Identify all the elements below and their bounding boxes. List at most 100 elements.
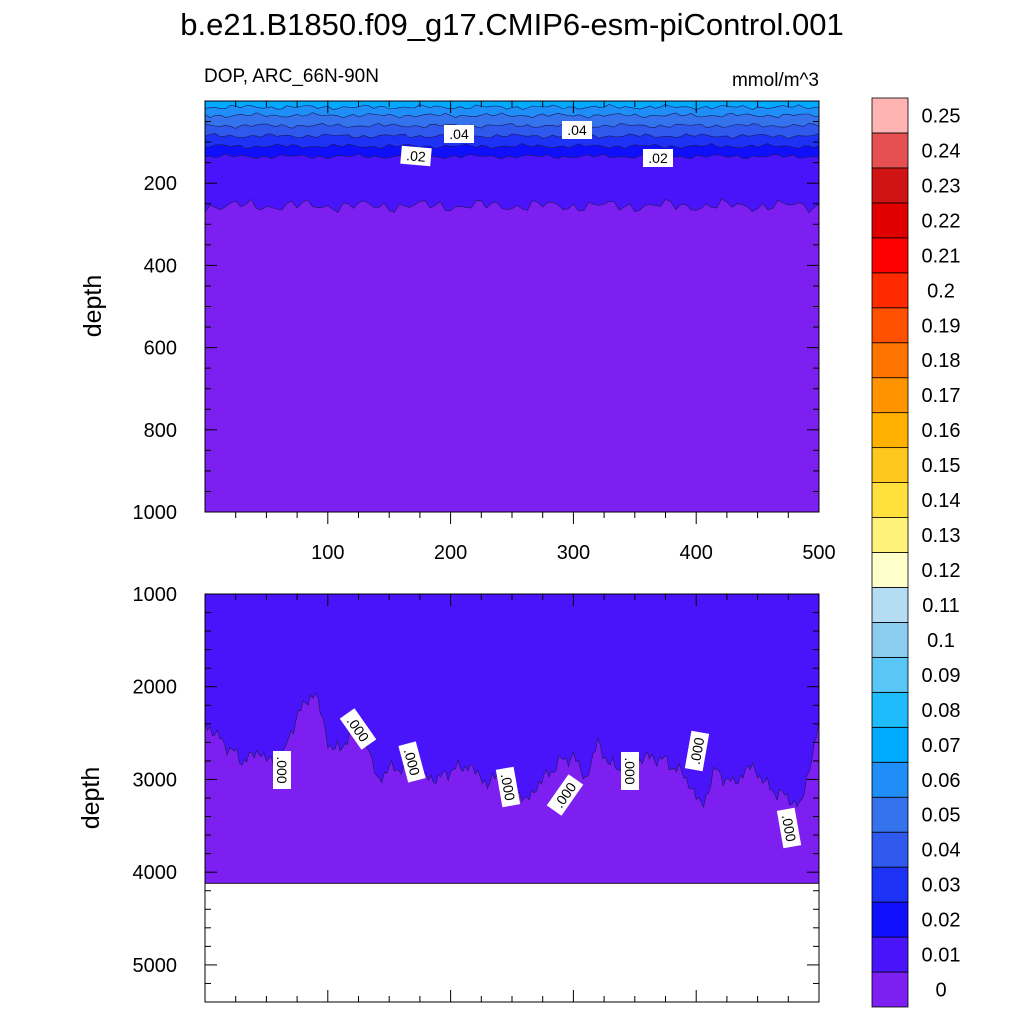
upper-contour-label: .02 xyxy=(643,149,673,167)
contour-label-box xyxy=(776,807,802,849)
colorbar-swatch xyxy=(871,307,909,344)
colorbar-swatch xyxy=(871,377,909,414)
contour-label-text: .000 xyxy=(687,736,708,766)
upper-contour-label: .04 xyxy=(444,125,474,143)
colorbar-swatch xyxy=(871,726,909,763)
colorbar-label: 0.21 xyxy=(922,245,961,267)
lower-panel: .000.000.000.000.000.000.000.000 1000200… xyxy=(77,584,820,1003)
colorbar-swatch xyxy=(871,761,909,798)
contour-label-text: .000 xyxy=(274,756,290,783)
colorbar-label: 0.05 xyxy=(922,805,961,827)
colorbar-label: 0.12 xyxy=(922,560,961,582)
colorbar-label: 0.17 xyxy=(922,385,961,407)
colorbar-label: 0.11 xyxy=(922,595,959,617)
colorbar-label: 0.06 xyxy=(922,770,961,792)
upper-y-tick-label: 200 xyxy=(144,173,177,195)
colorbar-swatch xyxy=(871,517,909,553)
upper-x-tick-label: 500 xyxy=(802,542,835,564)
colorbar-swatch xyxy=(871,831,909,868)
contour-label-box xyxy=(398,741,426,783)
lower-y-tick-label: 2000 xyxy=(133,677,178,699)
lower-y-tick-label: 5000 xyxy=(133,955,178,977)
contour-label-box xyxy=(273,751,291,789)
colorbar-label: 0.02 xyxy=(922,910,961,932)
colorbar-label: 0.15 xyxy=(922,455,961,477)
contour-label-text: .02 xyxy=(648,150,668,166)
contour-label-text: .000 xyxy=(779,813,800,843)
colorbar-swatch xyxy=(871,447,909,483)
lower-contour-label: .000 xyxy=(684,730,710,772)
colorbar-swatch xyxy=(871,97,909,134)
lower-y-tick-labels: 1000 2000 3000 4000 5000 xyxy=(133,584,178,977)
upper-y-tick-label: 400 xyxy=(144,255,177,277)
colorbar-label: 0.14 xyxy=(922,490,961,512)
colorbar-label: 0.08 xyxy=(922,700,961,722)
colorbar-swatch xyxy=(871,552,909,588)
contour-label-text: .000 xyxy=(498,772,519,802)
colorbar-swatch xyxy=(871,691,909,728)
contour-label-box xyxy=(339,708,377,750)
colorbar-label: 0.2 xyxy=(927,280,955,302)
lower-missing-region xyxy=(205,883,819,1002)
contour-label-text: .04 xyxy=(449,126,469,142)
contour-label-text: .02 xyxy=(406,147,427,165)
lower-contour-fills xyxy=(204,594,820,1002)
colorbar-swatch xyxy=(871,167,909,204)
lower-contour-label: .000 xyxy=(273,751,291,789)
colorbar-label: 0.23 xyxy=(922,175,961,197)
colorbar-label: 0 xyxy=(935,980,946,1002)
colorbar-swatch xyxy=(871,796,909,833)
colorbar-label: 0.03 xyxy=(922,875,961,897)
upper-x-tick-label: 300 xyxy=(557,542,590,564)
lower-contour-label: .000 xyxy=(776,807,802,849)
upper-x-tick-label: 400 xyxy=(680,542,713,564)
upper-y-tick-label: 800 xyxy=(144,420,177,442)
contour-label-box xyxy=(643,149,673,167)
colorbar-swatch xyxy=(871,412,909,449)
colorbar-label: 0.13 xyxy=(922,525,961,547)
contour-label-box xyxy=(562,121,592,139)
upper-tick-marks xyxy=(205,101,819,524)
contour-label-box xyxy=(621,752,639,790)
contour-label-box xyxy=(546,774,584,816)
chart-subtitle: DOP, ARC_66N-90N xyxy=(204,66,379,87)
colorbar-label: 0.25 xyxy=(922,106,961,128)
colorbar-label: 0.24 xyxy=(922,140,961,162)
colorbar-swatch xyxy=(871,656,909,693)
upper-contour-label: .04 xyxy=(562,121,592,139)
colorbar-swatch xyxy=(871,237,909,274)
upper-x-tick-labels: 100 200 300 400 500 xyxy=(311,542,836,564)
colorbar-label: 0.09 xyxy=(922,665,961,687)
upper-y-tick-labels: 200 400 600 800 1000 xyxy=(133,173,178,524)
contour-label-box xyxy=(684,730,710,772)
upper-contour-labels: .04 .04 .02 .02 xyxy=(400,121,673,167)
colorbar-swatch xyxy=(871,866,909,903)
lower-y-tick-label: 3000 xyxy=(133,769,178,791)
lower-y-axis-label: depth xyxy=(77,767,105,830)
colorbar-label: 0.1 xyxy=(927,630,955,652)
lower-y-tick-label: 1000 xyxy=(133,584,178,606)
colorbar-swatch xyxy=(871,971,909,1008)
upper-panel: .04 .04 .02 .02 200 400 600 800 1000 100 200 300 4… xyxy=(79,100,836,564)
contour-label-text: .000 xyxy=(622,757,638,784)
colorbar-swatch xyxy=(871,587,909,623)
colorbar-swatch xyxy=(871,202,909,239)
upper-x-tick-label: 200 xyxy=(434,542,467,564)
upper-contour-fills xyxy=(204,100,820,512)
colorbar-swatch xyxy=(871,622,909,658)
colorbar-swatch xyxy=(871,342,909,379)
upper-y-tick-label: 600 xyxy=(144,338,177,360)
lower-contour-label: .000 xyxy=(398,741,426,783)
upper-contour-label: .02 xyxy=(400,145,432,167)
lower-contour-label: .000 xyxy=(621,752,639,790)
colorbar-label: 0.01 xyxy=(922,945,961,967)
colorbar-swatch xyxy=(871,936,909,973)
lower-contour-label: .000 xyxy=(495,766,521,808)
contour-label-text: .000 xyxy=(401,747,424,778)
upper-y-tick-label: 1000 xyxy=(133,502,178,524)
colorbar-label: 0.16 xyxy=(922,420,961,442)
colorbar-swatch xyxy=(871,482,909,518)
colorbar: 0 0.01 0.02 0.03 0.04 0.05 0.06 0.07 0.08 0.09 0.1… xyxy=(871,97,961,1008)
upper-x-tick-label: 100 xyxy=(311,542,344,564)
